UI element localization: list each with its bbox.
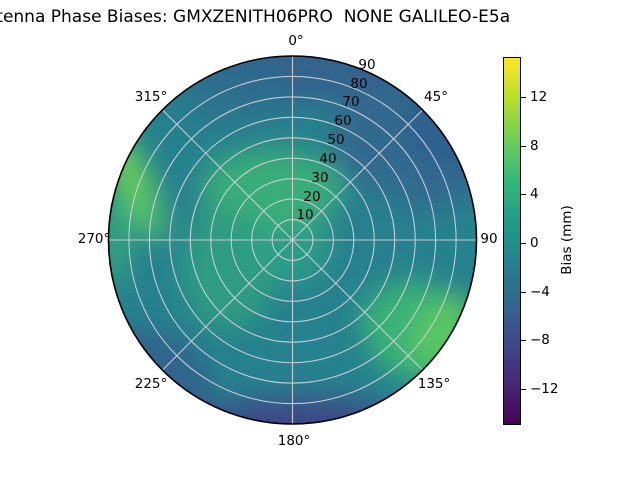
angle-label-135: 135° (417, 376, 451, 392)
radial-label-40: 40 (319, 151, 337, 167)
chart-title: Antenna Phase Biases: GMXZENITH06PRO NON… (0, 7, 511, 27)
colorbar-axis-label: Bias (mm) (559, 205, 575, 275)
colorbar-tick (521, 292, 526, 293)
colorbar-tick (521, 389, 526, 390)
radial-label-80: 80 (350, 76, 368, 92)
colorbar-ticklabel-4: 4 (530, 186, 539, 202)
colorbar-tick (521, 194, 526, 195)
colorbar-ticklabel-m8: −8 (530, 332, 550, 348)
angle-label-90: 90 (480, 231, 498, 247)
radial-label-60: 60 (334, 113, 352, 129)
angle-label-45: 45° (424, 89, 448, 105)
colorbar-ticklabel-0: 0 (530, 235, 539, 251)
angle-label-225: 225° (134, 376, 168, 392)
radial-label-20: 20 (303, 189, 321, 205)
radial-label-50: 50 (327, 132, 345, 148)
polar-grid (108, 56, 477, 424)
colorbar-ticklabel-m4: −4 (530, 284, 550, 300)
angle-label-0: 0° (288, 33, 304, 49)
radial-label-70: 70 (342, 94, 360, 110)
angle-label-180: 180° (277, 433, 311, 449)
colorbar-ticklabel-12: 12 (530, 89, 548, 105)
colorbar-tick (521, 146, 526, 147)
colorbar-ticklabel-8: 8 (530, 138, 539, 154)
polar-rim (107, 55, 478, 425)
radial-label-10: 10 (296, 207, 314, 223)
colorbar-tick (521, 243, 526, 244)
angle-label-315: 315° (134, 89, 168, 105)
colorbar-tick (521, 340, 526, 341)
radial-label-90: 90 (358, 57, 376, 73)
angle-label-270: 270° (77, 231, 111, 247)
colorbar-tick (521, 97, 526, 98)
colorbar-ticklabel-m12: −12 (530, 381, 559, 397)
colorbar (503, 57, 521, 425)
radial-label-30: 30 (311, 170, 329, 186)
